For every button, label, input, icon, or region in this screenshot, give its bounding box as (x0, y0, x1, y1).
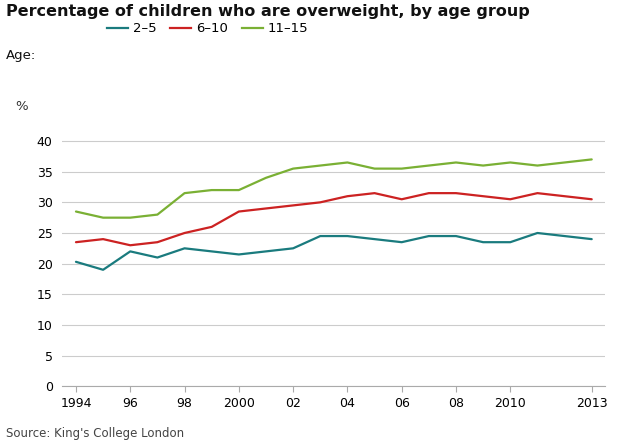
Text: Source: King's College London: Source: King's College London (6, 427, 184, 440)
Text: Percentage of children who are overweight, by age group: Percentage of children who are overweigh… (6, 4, 530, 20)
Legend: 2–5, 6–10, 11–15: 2–5, 6–10, 11–15 (102, 17, 314, 40)
Text: Age:: Age: (6, 49, 36, 62)
Text: %: % (16, 100, 28, 113)
